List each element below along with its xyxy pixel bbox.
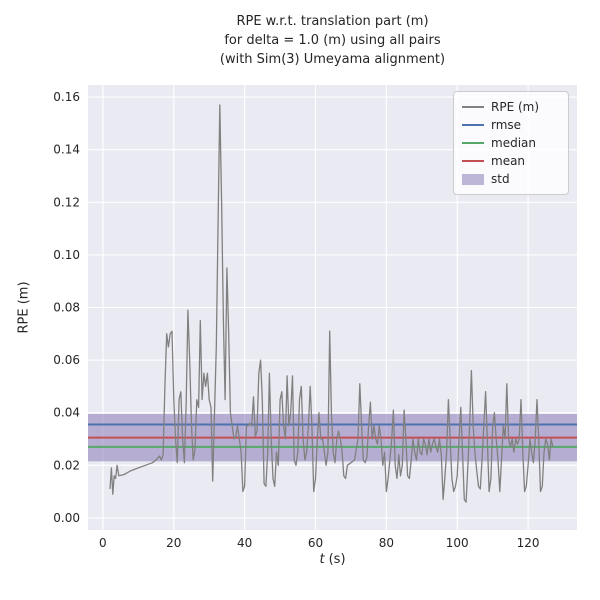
y-tick-label: 0.14 xyxy=(53,143,80,157)
x-axis-label: t (s) xyxy=(88,552,577,567)
std-band-swatch-icon xyxy=(462,173,484,185)
legend-label-mean: mean xyxy=(491,154,526,168)
legend-item-median: median xyxy=(462,134,560,152)
y-axis-label: RPE (m) xyxy=(16,281,32,334)
chart-title: RPE w.r.t. translation part (m) for delt… xyxy=(88,12,577,69)
legend-label-rmse: rmse xyxy=(491,118,522,132)
legend-item-rmse: rmse xyxy=(462,116,560,134)
legend-item-rpe: RPE (m) xyxy=(462,98,560,116)
legend: RPE (m) rmse median mean std xyxy=(453,91,569,195)
rpe-line xyxy=(109,104,554,503)
y-tick-label: 0.02 xyxy=(53,458,80,472)
x-tick-label: 100 xyxy=(446,536,469,550)
x-tick-label: 120 xyxy=(517,536,540,550)
x-tick-label: 40 xyxy=(237,536,252,550)
y-tick-label: 0.08 xyxy=(53,301,80,315)
rmse-line-swatch-icon xyxy=(462,124,484,126)
rpe-line-swatch-icon xyxy=(462,106,484,108)
legend-label-std: std xyxy=(491,172,510,186)
y-tick-label: 0.04 xyxy=(53,406,80,420)
y-tick-label: 0.12 xyxy=(53,195,80,209)
legend-item-mean: mean xyxy=(462,152,560,170)
chart-title-line-3: (with Sim(3) Umeyama alignment) xyxy=(219,52,446,67)
chart-title-line-1: RPE w.r.t. translation part (m) xyxy=(236,14,429,29)
mean-line-swatch-icon xyxy=(462,160,484,162)
y-tick-label: 0.16 xyxy=(53,90,80,104)
legend-label-median: median xyxy=(491,136,536,150)
legend-label-rpe: RPE (m) xyxy=(491,100,540,114)
median-line-swatch-icon xyxy=(462,142,484,144)
x-tick-label: 60 xyxy=(308,536,323,550)
x-tick-label: 20 xyxy=(166,536,181,550)
x-axis-label-unit: (s) xyxy=(328,552,346,567)
chart-title-line-2: for delta = 1.0 (m) using all pairs xyxy=(224,33,441,48)
x-tick-label: 80 xyxy=(379,536,394,550)
x-tick-label: 0 xyxy=(99,536,107,550)
y-tick-label: 0.00 xyxy=(53,511,80,525)
legend-item-std: std xyxy=(462,170,560,188)
y-tick-label: 0.06 xyxy=(53,353,80,367)
x-axis-label-variable: t xyxy=(319,552,325,567)
y-tick-label: 0.10 xyxy=(53,248,80,262)
